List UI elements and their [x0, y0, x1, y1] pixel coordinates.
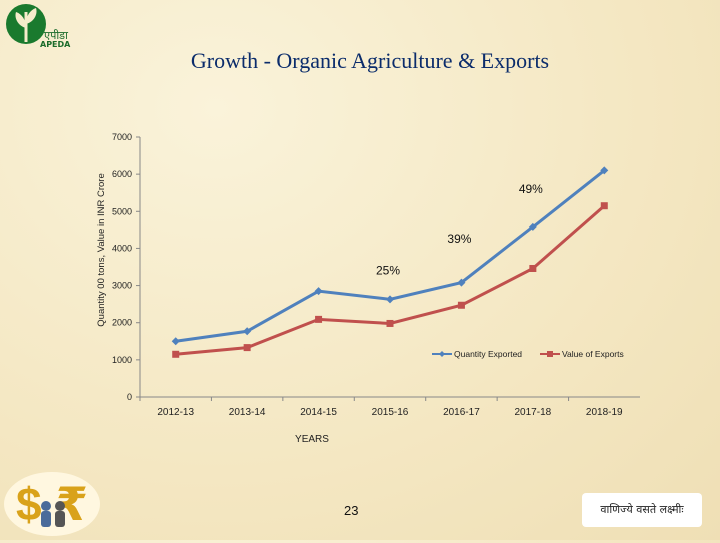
- growth-annotation: 25%: [376, 264, 400, 278]
- data-point-quantity: [386, 295, 394, 304]
- y-tick-label: 4000: [112, 243, 132, 253]
- x-tick-label: 2017-18: [515, 407, 552, 418]
- data-point-value: [600, 202, 608, 210]
- data-point-value: [529, 264, 537, 272]
- x-tick-label: 2012-13: [157, 407, 194, 418]
- y-tick-label: 2000: [112, 318, 132, 328]
- y-tick-label: 3000: [112, 281, 132, 291]
- y-axis-label: Quantity 00 tons, Value in INR Crore: [96, 173, 107, 326]
- logo-org-name: APEDA: [40, 40, 71, 49]
- page-title: Growth - Organic Agriculture & Exports: [190, 48, 550, 73]
- data-point-value: [243, 344, 251, 352]
- legend-label: Quantity Exported: [454, 349, 522, 359]
- legend-marker: [439, 351, 445, 357]
- apeda-logo: [4, 2, 84, 56]
- x-tick-label: 2016-17: [443, 407, 480, 418]
- y-tick-label: 1000: [112, 355, 132, 365]
- data-point-value: [457, 301, 465, 309]
- data-point-quantity: [171, 337, 180, 346]
- y-tick-label: 6000: [112, 169, 132, 179]
- currency-dollar-rupee-icon: $ ₹: [2, 466, 102, 538]
- y-tick-label: 5000: [112, 206, 132, 216]
- motto-banner: वाणिज्ये वसते लक्ष्मीः: [582, 493, 702, 527]
- plant-logo-icon: [6, 4, 46, 44]
- data-point-quantity: [600, 166, 609, 175]
- data-point-value: [386, 319, 394, 327]
- growth-annotation: 39%: [447, 232, 471, 246]
- x-tick-label: 2013-14: [229, 407, 266, 418]
- x-tick-label: 2018-19: [586, 407, 623, 418]
- series-line-quantity: [175, 169, 606, 343]
- growth-annotation: 49%: [519, 182, 543, 196]
- legend-marker: [547, 351, 553, 357]
- svg-text:$: $: [16, 478, 42, 530]
- data-point-quantity: [457, 278, 466, 287]
- x-axis-label: YEARS: [295, 434, 329, 445]
- legend-label: Value of Exports: [562, 349, 624, 359]
- logo-hindi-text: एपीडा: [44, 29, 68, 42]
- page-number: 23: [344, 503, 359, 518]
- data-point-value: [172, 350, 180, 358]
- y-tick-label: 7000: [112, 132, 132, 142]
- x-tick-label: 2014-15: [300, 407, 337, 418]
- data-point-quantity: [314, 287, 323, 296]
- x-tick-label: 2015-16: [372, 407, 409, 418]
- y-tick-label: 0: [127, 392, 132, 402]
- data-point-value: [315, 315, 323, 323]
- data-point-quantity: [528, 222, 537, 231]
- data-point-quantity: [243, 327, 252, 336]
